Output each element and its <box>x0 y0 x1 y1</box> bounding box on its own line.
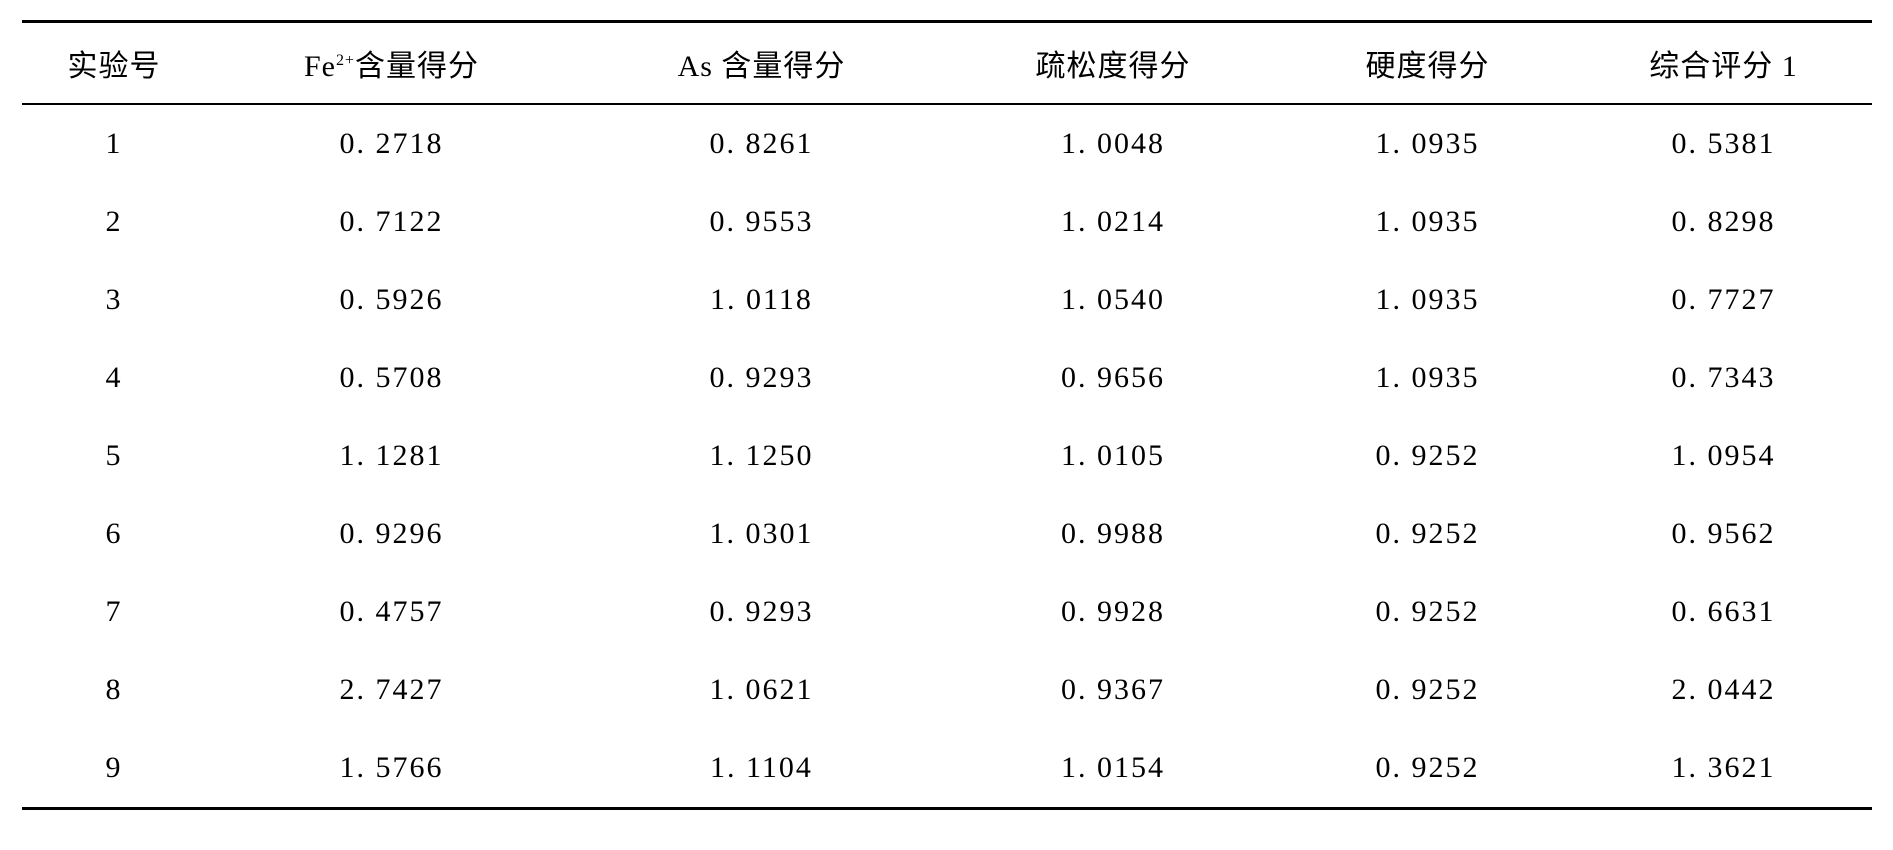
cell-as-score: 1. 1104 <box>577 729 947 809</box>
experiment-scores-table: 实验号 Fe2+含量得分 As 含量得分 疏松度得分 硬度得分 综合评分 1 1… <box>22 20 1872 810</box>
cell-exp-no: 6 <box>22 495 207 573</box>
cell-as-score: 0. 8261 <box>577 104 947 183</box>
cell-composite-score: 0. 5381 <box>1576 104 1872 183</box>
cell-exp-no: 4 <box>22 339 207 417</box>
cell-composite-score: 0. 7343 <box>1576 339 1872 417</box>
header-exp-no: 实验号 <box>22 22 207 105</box>
cell-exp-no: 3 <box>22 261 207 339</box>
cell-hardness-score: 1. 0935 <box>1280 261 1576 339</box>
cell-fe-score: 0. 7122 <box>207 183 577 261</box>
table-row: 20. 71220. 95531. 02141. 09350. 8298 <box>22 183 1872 261</box>
cell-as-score: 0. 9553 <box>577 183 947 261</box>
cell-fe-score: 0. 2718 <box>207 104 577 183</box>
cell-hardness-score: 0. 9252 <box>1280 651 1576 729</box>
cell-fe-score: 1. 5766 <box>207 729 577 809</box>
cell-as-score: 0. 9293 <box>577 573 947 651</box>
cell-hardness-score: 1. 0935 <box>1280 183 1576 261</box>
cell-as-score: 1. 0118 <box>577 261 947 339</box>
cell-looseness-score: 0. 9928 <box>947 573 1280 651</box>
header-looseness-score: 疏松度得分 <box>947 22 1280 105</box>
cell-looseness-score: 1. 0540 <box>947 261 1280 339</box>
table-row: 70. 47570. 92930. 99280. 92520. 6631 <box>22 573 1872 651</box>
cell-fe-score: 1. 1281 <box>207 417 577 495</box>
cell-as-score: 0. 9293 <box>577 339 947 417</box>
table-row: 10. 27180. 82611. 00481. 09350. 5381 <box>22 104 1872 183</box>
cell-looseness-score: 1. 0105 <box>947 417 1280 495</box>
cell-hardness-score: 0. 9252 <box>1280 573 1576 651</box>
table-header-row: 实验号 Fe2+含量得分 As 含量得分 疏松度得分 硬度得分 综合评分 1 <box>22 22 1872 105</box>
cell-exp-no: 9 <box>22 729 207 809</box>
cell-hardness-score: 0. 9252 <box>1280 729 1576 809</box>
fe-label-suffix: 含量得分 <box>355 50 479 83</box>
cell-as-score: 1. 1250 <box>577 417 947 495</box>
cell-as-score: 1. 0301 <box>577 495 947 573</box>
table-row: 82. 74271. 06210. 93670. 92522. 0442 <box>22 651 1872 729</box>
cell-fe-score: 0. 5926 <box>207 261 577 339</box>
cell-exp-no: 1 <box>22 104 207 183</box>
cell-composite-score: 0. 8298 <box>1576 183 1872 261</box>
cell-looseness-score: 0. 9656 <box>947 339 1280 417</box>
fe-superscript: 2+ <box>336 52 355 69</box>
cell-fe-score: 0. 4757 <box>207 573 577 651</box>
cell-looseness-score: 0. 9367 <box>947 651 1280 729</box>
header-composite-score: 综合评分 1 <box>1576 22 1872 105</box>
cell-as-score: 1. 0621 <box>577 651 947 729</box>
cell-looseness-score: 1. 0214 <box>947 183 1280 261</box>
cell-exp-no: 5 <box>22 417 207 495</box>
table-row: 30. 59261. 01181. 05401. 09350. 7727 <box>22 261 1872 339</box>
cell-composite-score: 0. 6631 <box>1576 573 1872 651</box>
table-body: 10. 27180. 82611. 00481. 09350. 538120. … <box>22 104 1872 809</box>
header-hardness-score: 硬度得分 <box>1280 22 1576 105</box>
table-row: 91. 57661. 11041. 01540. 92521. 3621 <box>22 729 1872 809</box>
header-fe-score: Fe2+含量得分 <box>207 22 577 105</box>
table-row: 40. 57080. 92930. 96561. 09350. 7343 <box>22 339 1872 417</box>
cell-fe-score: 2. 7427 <box>207 651 577 729</box>
cell-fe-score: 0. 9296 <box>207 495 577 573</box>
cell-exp-no: 7 <box>22 573 207 651</box>
cell-composite-score: 0. 9562 <box>1576 495 1872 573</box>
cell-hardness-score: 1. 0935 <box>1280 104 1576 183</box>
cell-hardness-score: 1. 0935 <box>1280 339 1576 417</box>
fe-label-prefix: Fe <box>304 50 336 83</box>
cell-looseness-score: 0. 9988 <box>947 495 1280 573</box>
table-row: 51. 12811. 12501. 01050. 92521. 0954 <box>22 417 1872 495</box>
table-row: 60. 92961. 03010. 99880. 92520. 9562 <box>22 495 1872 573</box>
cell-composite-score: 1. 0954 <box>1576 417 1872 495</box>
cell-looseness-score: 1. 0154 <box>947 729 1280 809</box>
cell-composite-score: 2. 0442 <box>1576 651 1872 729</box>
cell-hardness-score: 0. 9252 <box>1280 417 1576 495</box>
cell-looseness-score: 1. 0048 <box>947 104 1280 183</box>
cell-hardness-score: 0. 9252 <box>1280 495 1576 573</box>
header-as-score: As 含量得分 <box>577 22 947 105</box>
cell-fe-score: 0. 5708 <box>207 339 577 417</box>
cell-composite-score: 0. 7727 <box>1576 261 1872 339</box>
cell-exp-no: 2 <box>22 183 207 261</box>
cell-composite-score: 1. 3621 <box>1576 729 1872 809</box>
cell-exp-no: 8 <box>22 651 207 729</box>
data-table-container: 实验号 Fe2+含量得分 As 含量得分 疏松度得分 硬度得分 综合评分 1 1… <box>22 20 1872 810</box>
